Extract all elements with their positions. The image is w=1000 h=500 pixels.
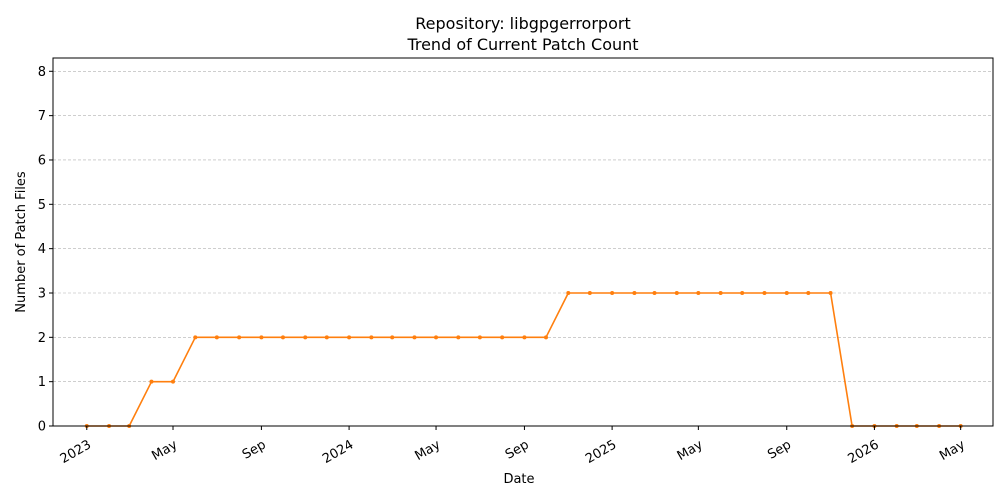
data-point: [718, 290, 723, 295]
y-tick-label: 4: [38, 242, 46, 257]
y-axis-label: Number of Patch Files: [14, 171, 29, 313]
y-tick-label: 3: [38, 286, 46, 301]
y-tick-label: 2: [38, 331, 46, 346]
data-point: [784, 290, 789, 295]
data-point: [214, 335, 219, 340]
data-point: [347, 335, 352, 340]
plot-series: [84, 290, 963, 428]
data-point: [324, 335, 329, 340]
data-point: [303, 335, 308, 340]
data-point: [522, 335, 527, 340]
data-point: [434, 335, 439, 340]
y-tick-label: 1: [38, 375, 46, 390]
data-point: [259, 335, 264, 340]
data-point: [696, 290, 701, 295]
data-point: [762, 290, 767, 295]
data-point: [149, 379, 154, 384]
data-point: [566, 290, 571, 295]
data-point: [500, 335, 505, 340]
data-point: [369, 335, 374, 340]
y-tick-label: 5: [38, 198, 46, 213]
data-point: [543, 335, 548, 340]
data-point: [632, 290, 637, 295]
x-axis-label: Date: [503, 472, 534, 487]
y-tick-label: 8: [38, 65, 46, 80]
data-point: [456, 335, 461, 340]
chart-title-line-2: Trend of Current Patch Count: [406, 35, 638, 54]
plot-frame: [52, 57, 994, 427]
data-point: [587, 290, 592, 295]
data-point: [610, 290, 615, 295]
data-point: [390, 335, 395, 340]
data-point: [193, 335, 198, 340]
data-point: [828, 290, 833, 295]
data-point: [740, 290, 745, 295]
data-point: [280, 335, 285, 340]
chart-title-line-1: Repository: libgpgerrorport: [415, 14, 630, 33]
y-tick-label: 6: [38, 153, 46, 168]
data-point: [171, 379, 176, 384]
data-point: [477, 335, 482, 340]
y-tick-label: 0: [38, 420, 46, 435]
y-axis-ticks: 0 1 2 3 4 5 6 7 8: [38, 65, 53, 435]
data-point: [237, 335, 242, 340]
data-point: [806, 290, 811, 295]
y-tick-label: 7: [38, 109, 46, 124]
data-point: [674, 290, 679, 295]
data-point: [652, 290, 657, 295]
data-point: [412, 335, 417, 340]
